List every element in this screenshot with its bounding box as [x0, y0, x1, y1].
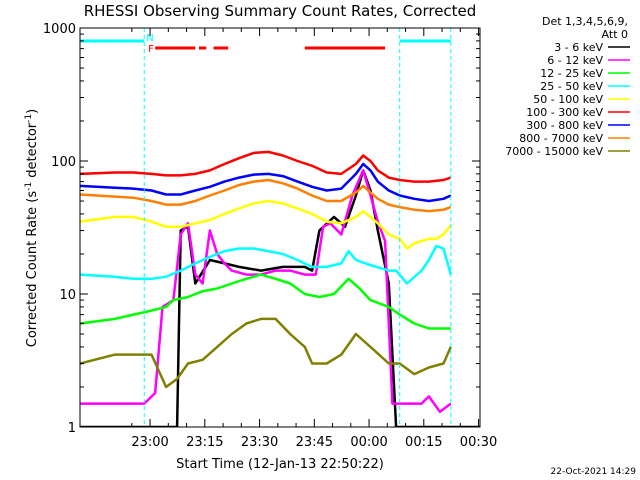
y-tick-label-2: 100	[51, 155, 76, 170]
y-tick-label-0: 1	[68, 421, 76, 436]
y-axis-label: Corrected Count Rate (s-1 detector-1)	[24, 109, 40, 347]
x-tick-label-3: 23:45	[296, 435, 333, 450]
y-axis-label-main: Corrected Count Rate (s	[25, 191, 40, 348]
x-axis: 23:00 23:15 23:30 23:45 00:00 00:15 00:30	[131, 28, 497, 450]
x-tick-label-5: 00:15	[405, 435, 442, 450]
y-axis: 1 10 100 1000	[43, 22, 480, 436]
legend-label-3: 25 - 50 keV	[540, 80, 603, 93]
chart-title: RHESSI Observing Summary Count Rates, Co…	[84, 2, 477, 20]
legend-label-5: 100 - 300 keV	[526, 106, 603, 119]
plot-area: NF	[80, 28, 480, 427]
footer-date: 22-Oct-2021 14:29	[551, 467, 637, 477]
legend-label-8: 7000 - 15000 keV	[505, 145, 603, 158]
series-line-6	[80, 162, 452, 203]
legend-header-line-2: Att 0	[602, 28, 628, 41]
series-line-1	[80, 169, 452, 414]
legend-label-4: 50 - 100 keV	[533, 93, 603, 106]
plot-frame	[79, 27, 481, 428]
legend-label-6: 300 - 800 keV	[526, 119, 603, 132]
y-tick-label-1: 10	[59, 288, 76, 303]
legend-label-2: 12 - 25 keV	[540, 67, 603, 80]
series-line-8	[80, 317, 452, 389]
series-line-2	[80, 273, 451, 330]
legend-label-1: 6 - 12 keV	[547, 54, 603, 67]
x-tick-label-6: 00:30	[460, 435, 497, 450]
plot-series-group	[80, 28, 480, 427]
x-tick-label-0: 23:00	[131, 435, 168, 450]
series-line-5	[80, 150, 452, 183]
x-tick-label-2: 23:30	[241, 435, 278, 450]
night-flag-label: N	[146, 33, 153, 44]
x-tick-label-4: 00:00	[350, 435, 387, 450]
legend-header-line-1: Det 1,3,4,5,6,9,	[542, 15, 628, 28]
y-axis-label-mid: detector	[25, 122, 40, 182]
legend-label-0: 3 - 6 keV	[554, 41, 603, 54]
y-tick-label-3: 1000	[43, 22, 76, 37]
series-line-3	[80, 244, 453, 285]
y-axis-label-sup2: -1	[24, 114, 34, 123]
flare-flag-label: F	[148, 44, 154, 55]
y-axis-label-sup1: -1	[24, 182, 34, 191]
y-axis-label-end: )	[25, 109, 40, 114]
x-axis-label: Start Time (12-Jan-13 22:50:22)	[176, 457, 384, 472]
legend-label-7: 800 - 7000 keV	[519, 132, 603, 145]
series-line-0	[80, 169, 480, 427]
series-line-7	[80, 178, 452, 213]
x-tick-label-1: 23:15	[186, 435, 223, 450]
series-line-4	[80, 199, 452, 250]
